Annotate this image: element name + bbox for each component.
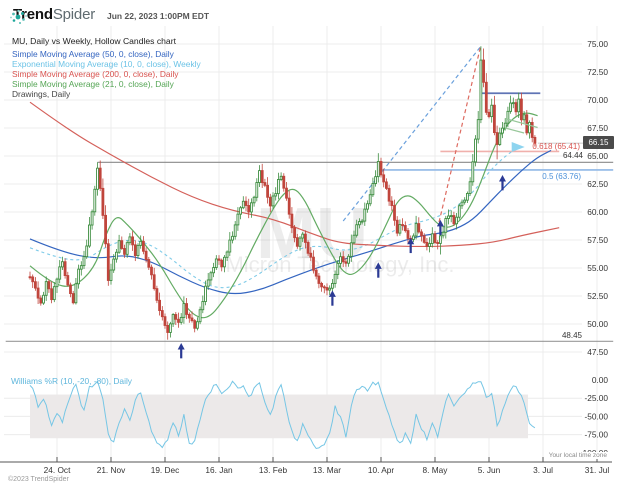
williams-r-band (30, 394, 528, 439)
legend-item-drawings[interactable]: Drawings, Daily (12, 89, 71, 99)
svg-text:31. Jul: 31. Jul (585, 465, 610, 475)
signal-arrows[interactable] (177, 117, 584, 359)
svg-text:21. Nov: 21. Nov (97, 465, 126, 475)
timezone-note[interactable]: Your local time zone (547, 452, 608, 459)
brand-light: Spider (52, 6, 96, 23)
copyright: ©2023 TrendSpider (8, 476, 69, 483)
svg-text:-50.00: -50.00 (584, 411, 608, 421)
svg-text:16. Jan: 16. Jan (205, 465, 233, 475)
candlestick-series (28, 46, 537, 340)
svg-text:0.00: 0.00 (592, 375, 609, 385)
axes (0, 457, 612, 463)
price-level-label-6444[interactable]: 64.44 (562, 151, 583, 160)
svg-text:-25.00: -25.00 (584, 393, 608, 403)
williams-r-label[interactable]: Williams %R (10, -20, -80), Daily (11, 376, 132, 386)
legend-item-sma21[interactable]: Simple Moving Average (21, 0, close), Da… (12, 79, 174, 89)
legend-item-sma200[interactable]: Simple Moving Average (200, 0, close), D… (12, 69, 179, 79)
svg-text:19. Dec: 19. Dec (151, 465, 180, 475)
svg-text:50.00: 50.00 (587, 319, 608, 329)
svg-text:60.00: 60.00 (587, 207, 608, 217)
svg-text:62.50: 62.50 (587, 179, 608, 189)
trendspider-logo-icon[interactable] (8, 6, 30, 28)
svg-text:72.50: 72.50 (587, 67, 608, 77)
svg-text:47.50: 47.50 (587, 347, 608, 357)
axis-tick-labels[interactable]: 75.00 72.50 70.00 67.50 65.00 62.50 60.00 57.50… (44, 39, 610, 475)
legend-item-ema10-weekly[interactable]: Exponential Moving Average (10, 0, close… (12, 59, 201, 69)
trendspider-wordmark[interactable]: TrendSpider (13, 6, 95, 23)
svg-text:57.50: 57.50 (587, 235, 608, 245)
svg-text:5. Jun: 5. Jun (478, 465, 501, 475)
svg-text:13. Feb: 13. Feb (259, 465, 288, 475)
svg-text:8. May: 8. May (423, 465, 449, 475)
svg-text:52.50: 52.50 (587, 291, 608, 301)
fib-0618-label[interactable]: 0.618 (65.41) (532, 142, 580, 151)
fib-05-label[interactable]: 0.5 (63.76) (542, 172, 581, 181)
svg-text:75.00: 75.00 (587, 39, 608, 49)
price-level-label-4845[interactable]: 48.45 (561, 331, 582, 340)
svg-text:10. Apr: 10. Apr (368, 465, 395, 475)
app-header: TrendSpider Jun 22, 2023 1:00PM EDT (8, 6, 210, 24)
svg-text:3. Jul: 3. Jul (533, 465, 553, 475)
legend-item-sma50[interactable]: Simple Moving Average (50, 0, close), Da… (12, 49, 174, 59)
watermark-company: Micron Technology, Inc. (225, 252, 454, 277)
svg-text:-75.00: -75.00 (584, 430, 608, 440)
svg-text:55.00: 55.00 (587, 263, 608, 273)
svg-text:67.50: 67.50 (587, 123, 608, 133)
chart-title: MU, Daily vs Weekly, Hollow Candles char… (12, 36, 176, 46)
svg-text:70.00: 70.00 (587, 95, 608, 105)
williams-r-line (29, 380, 536, 450)
chart-legend: Simple Moving Average (50, 0, close), Da… (12, 49, 201, 99)
svg-text:24. Oct: 24. Oct (44, 465, 71, 475)
svg-text:13. Mar: 13. Mar (313, 465, 341, 475)
last-price-badge: 66.15 (583, 136, 614, 149)
chart-timestamp: Jun 22, 2023 1:00PM EDT (107, 11, 210, 21)
drawing-lines[interactable] (5, 44, 614, 342)
svg-text:65.00: 65.00 (587, 151, 608, 161)
